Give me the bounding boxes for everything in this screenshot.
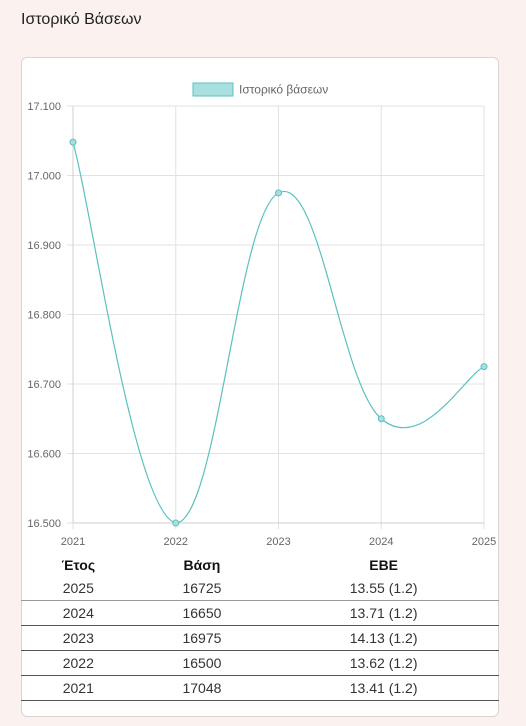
y-tick-label: 16.800 [27,310,61,322]
page-title: Ιστορικό Βάσεων [21,11,142,28]
y-tick-label: 17.000 [27,171,61,183]
cell-base: 16975 [135,625,269,651]
legend-swatch [192,82,234,97]
cell-year: 2022 [21,650,136,676]
data-point[interactable] [275,189,282,197]
table-header-row: Έτος Βάση ΕΒΕ [21,554,499,576]
table-row: 2023 16975 14.13 (1.2) [21,625,499,651]
y-tick-label: 17.100 [27,101,61,113]
cell-ebe: 13.41 (1.2) [268,675,499,701]
cell-year: 2024 [21,600,136,626]
data-point[interactable] [69,138,77,146]
data-point[interactable] [480,363,488,371]
y-tick-label: 16.500 [27,518,61,530]
cell-base: 16500 [135,650,269,676]
cell-base: 16650 [135,600,269,626]
y-tick-label: 16.700 [27,379,61,391]
legend-label: Ιστορικό βάσεων [239,83,328,97]
table-row: 2024 16650 13.71 (1.2) [21,600,499,626]
x-tick-label: 2023 [266,536,290,548]
cell-base: 16725 [135,576,269,601]
cell-base: 17048 [135,675,269,701]
history-table: Έτος Βάση ΕΒΕ 2025 16725 13.55 (1.2) 202… [21,554,499,701]
cell-year: 2023 [21,625,136,651]
x-axis: 2021 2022 2023 2024 2025 [61,536,496,548]
table-row: 2025 16725 13.55 (1.2) [21,576,499,601]
cell-ebe: 14.13 (1.2) [268,625,499,651]
table-row: 2022 16500 13.62 (1.2) [21,650,499,676]
x-tick-label: 2025 [472,536,496,548]
cell-ebe: 13.71 (1.2) [268,600,499,626]
series-line [72,141,485,524]
cell-year: 2021 [21,675,136,701]
y-axis: 17.100 17.000 16.900 16.800 16.700 16.600 16.5… [27,101,61,530]
cell-ebe: 13.62 (1.2) [268,650,499,676]
history-line-chart: 17.100 17.000 16.900 16.800 16.700 16.600 16.5… [27,82,496,548]
header-year: Έτος [61,557,96,573]
y-tick-label: 16.900 [27,240,61,252]
header-base: Βάση [183,557,221,573]
y-tick-label: 16.600 [27,449,61,461]
x-tick-label: 2022 [164,536,188,548]
cell-ebe: 13.55 (1.2) [268,576,499,601]
x-tick-label: 2024 [369,536,393,548]
header-ebe: ΕΒΕ [369,557,399,573]
data-point[interactable] [172,519,180,527]
data-point[interactable] [377,415,385,423]
table-row: 2021 17048 13.41 (1.2) [21,675,499,701]
series-points [69,138,488,527]
chart-grid [67,105,485,529]
x-tick-label: 2021 [61,536,85,548]
cell-year: 2025 [21,576,136,601]
chart-legend[interactable]: Ιστορικό βάσεων [192,82,328,97]
